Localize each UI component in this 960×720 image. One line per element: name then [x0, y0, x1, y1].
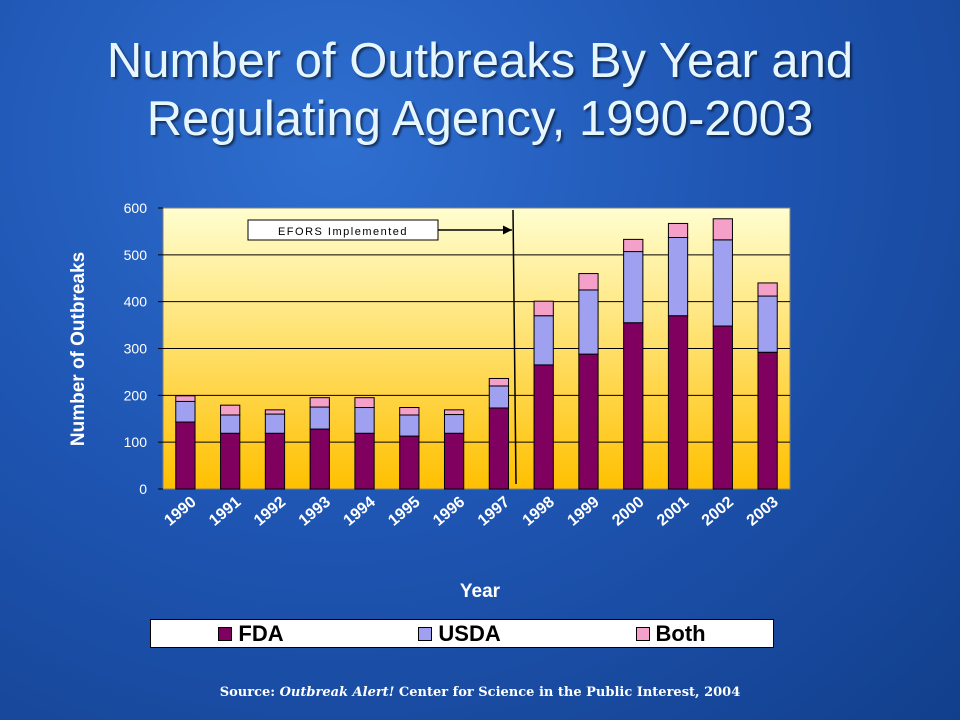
bar-usda-1991 [220, 414, 241, 434]
x-tick-label: 1998 [520, 494, 558, 530]
bars [175, 218, 778, 490]
legend-swatch-both [635, 626, 650, 641]
x-tick-label: 1996 [430, 494, 468, 530]
y-tick-label: 200 [124, 387, 148, 403]
bar-usda-1998 [533, 315, 554, 366]
x-tick-label: 1991 [206, 494, 244, 530]
y-tick-label: 400 [124, 294, 148, 310]
chart-legend: FDA USDA Both [150, 619, 774, 648]
legend-label-fda: FDA [238, 620, 284, 646]
bar-both-1995 [399, 407, 420, 416]
bar-both-2003 [757, 282, 778, 297]
bar-usda-1996 [443, 414, 465, 434]
bar-usda-1994 [354, 407, 375, 434]
bar-usda-2003 [757, 295, 778, 353]
bar-fda-1995 [399, 435, 420, 490]
y-tick-label: 0 [139, 481, 147, 497]
efors-annotation-text: EFORS Implemented [278, 226, 408, 238]
bar-fda-1991 [220, 432, 241, 490]
x-tick-label: 2000 [609, 494, 647, 530]
legend-swatch-usda [418, 626, 433, 641]
bar-both-2002 [712, 218, 733, 241]
bar-usda-1993 [309, 406, 330, 430]
bar-fda-2001 [667, 315, 689, 490]
x-tick-label: 2001 [654, 494, 692, 530]
x-axis-label: Year [460, 581, 501, 602]
title-line-1: Number of Outbreaks By Year and [106, 34, 854, 88]
bar-fda-2003 [757, 351, 778, 490]
bar-both-1997 [488, 377, 510, 387]
y-axis-label: Number of Outbreaks [68, 252, 89, 446]
x-tick-label: 2002 [699, 494, 737, 530]
x-tick-label: 1995 [385, 494, 423, 530]
bar-usda-1992 [264, 413, 286, 434]
x-tick-label: 2003 [744, 494, 782, 530]
y-tick-label: 600 [124, 200, 148, 216]
bar-fda-1997 [488, 407, 510, 490]
bar-fda-1998 [533, 364, 554, 490]
legend-swatch-fda [218, 626, 233, 641]
bar-usda-1997 [488, 385, 510, 409]
y-tick-label: 500 [124, 247, 148, 263]
legend-item-both: Both [635, 620, 706, 647]
bar-both-2001 [667, 222, 689, 239]
bar-fda-1994 [354, 432, 375, 490]
source-title: Outbreak Alert! [279, 685, 395, 700]
slide-title: Number of Outbreaks By Year and Regulati… [0, 32, 960, 148]
bar-usda-2001 [667, 237, 689, 317]
bar-both-1991 [220, 404, 241, 416]
bar-usda-2000 [623, 251, 644, 324]
y-tick-label: 100 [124, 434, 148, 450]
x-tick-label: 1997 [475, 494, 513, 530]
efors-divider-line [512, 209, 517, 485]
legend-label-usda: USDA [438, 620, 501, 646]
bar-usda-1999 [578, 289, 599, 355]
bar-both-1998 [533, 300, 554, 317]
bar-fda-1996 [443, 432, 465, 490]
bar-fda-2002 [712, 325, 733, 490]
title-line-2: Regulating Agency, 1990-2003 [146, 92, 814, 146]
bar-fda-1999 [578, 353, 599, 490]
bar-usda-1995 [399, 414, 420, 437]
y-tick-labels: 0 100 200 300 400 500 600 [124, 200, 148, 497]
bar-both-2000 [623, 238, 644, 253]
source-prefix: Source: [219, 685, 280, 700]
legend-item-fda: FDA [218, 620, 284, 647]
legend-item-usda: USDA [418, 620, 501, 647]
bar-fda-2000 [623, 322, 644, 490]
source-citation: Source: Outbreak Alert! Center for Scien… [0, 685, 960, 700]
bar-fda-1992 [264, 432, 286, 490]
x-tick-label: 1990 [161, 494, 199, 530]
x-tick-labels: 1990 1991 1992 1993 1994 1995 1996 1997 1998 1999… [161, 494, 781, 530]
x-tick-label: 1993 [296, 494, 334, 530]
bar-usda-2002 [712, 239, 733, 327]
bar-both-1994 [354, 397, 375, 409]
x-tick-label: 1992 [251, 494, 289, 530]
bar-both-1992 [264, 409, 286, 415]
bar-both-1993 [309, 397, 330, 408]
source-suffix: Center for Science in the Public Interes… [394, 685, 741, 700]
bar-both-1990 [175, 395, 196, 402]
bar-fda-1990 [175, 421, 196, 490]
y-tick-label: 300 [124, 341, 148, 357]
x-tick-label: 1994 [341, 494, 379, 530]
bar-both-1999 [578, 273, 599, 291]
bar-usda-1990 [175, 400, 196, 423]
x-tick-label: 1999 [564, 494, 602, 530]
bar-both-1996 [443, 409, 465, 416]
bar-fda-1993 [309, 428, 330, 490]
legend-label-both: Both [655, 620, 706, 646]
